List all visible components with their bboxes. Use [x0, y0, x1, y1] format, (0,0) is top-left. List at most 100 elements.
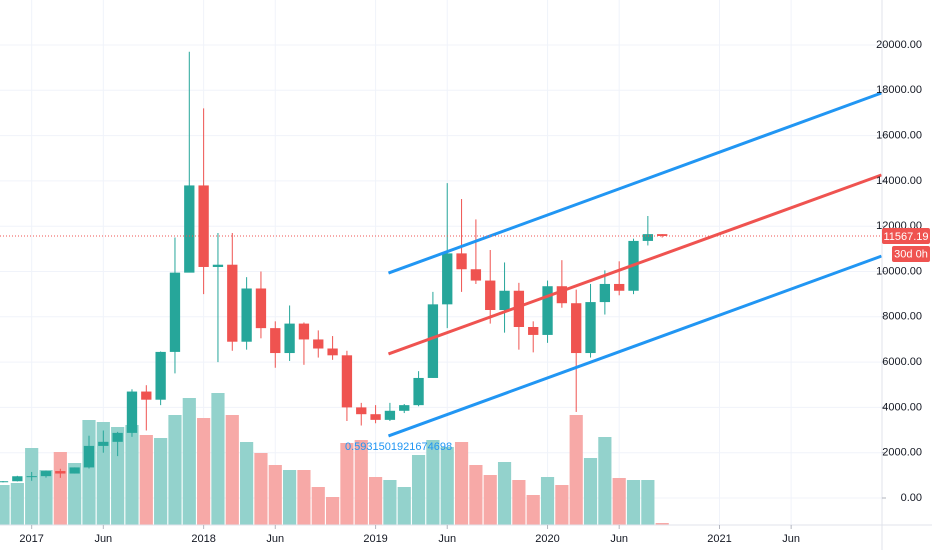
volume-bar	[254, 453, 268, 525]
candle-body	[542, 286, 553, 335]
volume-bar	[283, 470, 297, 525]
y-tick-label: 14000.00	[876, 175, 922, 187]
y-tick-label: 4000.00	[882, 401, 922, 413]
y-tick-label: 20000.00	[876, 39, 922, 51]
x-tick-label: Jun	[266, 533, 284, 545]
candle-body	[442, 253, 453, 305]
candle-body	[313, 339, 324, 349]
volume-layer	[0, 393, 669, 525]
volume-bar	[168, 415, 182, 525]
volume-bar	[154, 438, 168, 525]
volume-bar	[211, 393, 225, 525]
volume-bar	[39, 470, 53, 525]
candle-body	[614, 283, 625, 291]
candle-body	[112, 432, 123, 442]
x-tick-label: Jun	[94, 533, 112, 545]
volume-bar	[440, 447, 454, 525]
volume-bar	[497, 462, 512, 525]
volume-bar	[111, 427, 125, 525]
candle-body	[642, 234, 654, 241]
time-axis-bg	[0, 525, 932, 550]
channel-line	[387, 91, 882, 275]
volume-bar	[583, 458, 598, 525]
countdown-label: 30d 0h	[894, 248, 928, 260]
overlay-layer	[0, 91, 882, 438]
candle-body	[255, 288, 267, 329]
volume-bar	[397, 487, 411, 525]
candle-body	[55, 471, 66, 474]
candle-body	[169, 272, 181, 352]
x-tick-label: 2018	[191, 533, 215, 545]
candle-body	[571, 303, 582, 354]
volume-bar	[641, 480, 655, 525]
volume-bar	[469, 465, 483, 525]
volume-bar	[569, 415, 583, 525]
candle-body	[0, 481, 9, 483]
price-axis-bg	[882, 0, 932, 550]
candle-body	[456, 253, 467, 270]
volume-bar	[368, 477, 383, 525]
candle-body	[470, 269, 482, 281]
volume-bar	[10, 483, 24, 525]
x-tick-label: Jun	[782, 533, 800, 545]
candle-body	[98, 441, 109, 446]
candle-body	[427, 304, 439, 378]
volume-bar	[626, 480, 641, 525]
volume-bar	[540, 477, 555, 525]
candle-body	[356, 407, 367, 415]
candle-body	[657, 234, 668, 237]
candle-body	[327, 348, 338, 356]
y-tick-label: 10000.00	[876, 265, 922, 277]
last-price-label: 11567.19	[883, 231, 928, 243]
y-tick-label: 8000.00	[882, 311, 922, 323]
candle-layer	[0, 51, 668, 483]
candle-body	[198, 185, 209, 267]
candle-body	[212, 264, 224, 267]
volume-bar	[326, 497, 340, 525]
channel-line	[387, 254, 882, 438]
candle-body	[284, 323, 295, 354]
candle-body	[69, 467, 80, 474]
volume-bar	[598, 437, 612, 525]
volume-bar	[454, 442, 469, 525]
volume-bar	[53, 452, 67, 525]
volume-bar	[68, 463, 82, 525]
candle-body	[141, 391, 152, 400]
volume-bar	[197, 418, 211, 525]
candle-body	[83, 445, 95, 468]
x-tick-label: 2020	[535, 533, 559, 545]
volume-bar	[354, 440, 368, 525]
channel-line	[387, 173, 882, 356]
candle-body	[155, 351, 166, 400]
candle-body	[499, 290, 510, 311]
volume-bar	[297, 470, 311, 525]
volume-bar	[240, 442, 254, 525]
volume-bar	[96, 422, 110, 525]
candle-body	[298, 323, 310, 340]
candle-body	[384, 410, 396, 420]
x-tick-label: 2019	[363, 533, 387, 545]
x-tick-label: Jun	[438, 533, 456, 545]
volume-bar	[426, 440, 440, 525]
x-tick-label: 2017	[19, 533, 43, 545]
y-tick-label: 16000.00	[876, 130, 922, 142]
candle-body	[585, 302, 596, 354]
volume-bar	[0, 485, 10, 525]
volume-bar	[411, 455, 426, 525]
volume-bar	[340, 443, 354, 525]
candle-body	[513, 290, 525, 327]
candle-body	[270, 328, 281, 354]
y-tick-label: 0.00	[901, 492, 922, 504]
candle-body	[227, 264, 238, 342]
volume-bar	[383, 480, 397, 525]
volume-bar	[182, 398, 196, 525]
y-tick-label: 6000.00	[882, 356, 922, 368]
x-tick-label: Jun	[610, 533, 628, 545]
candle-body	[485, 280, 496, 311]
candle-body	[12, 476, 23, 482]
candle-body	[40, 471, 52, 477]
candle-body	[556, 286, 568, 304]
y-tick-label: 18000.00	[876, 84, 922, 96]
last-price-box	[882, 228, 930, 245]
